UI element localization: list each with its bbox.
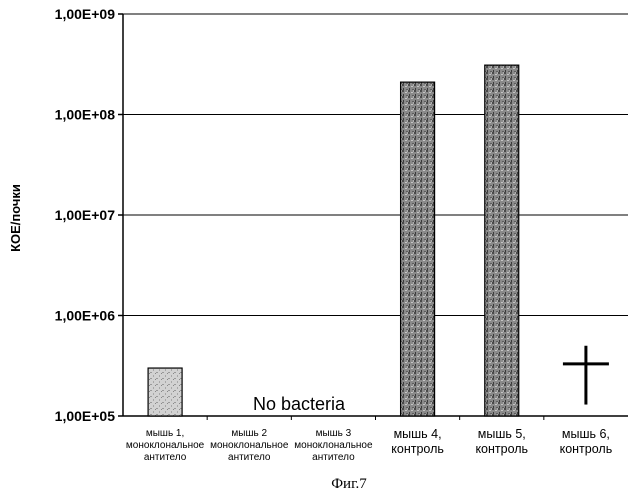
category-labels: мышь 1,моноклональноеантителомышь 2монок…: [126, 416, 612, 463]
category-label-line: мышь 1,: [146, 428, 184, 439]
category-label: мышь 2моноклональноеантитело: [210, 428, 289, 463]
chart: 1,00E+05 1,00E+06 1,00E+07 1,00E+08 1,00E+09…: [0, 0, 639, 499]
category-label: мышь 5,контроль: [475, 427, 528, 456]
category-label: мышь 4,контроль: [391, 427, 444, 456]
y-tick-label: 1,00E+09: [55, 6, 116, 22]
bar: [485, 65, 519, 416]
category-label-line: антитело: [228, 452, 271, 463]
category-label-line: мышь 5,: [478, 427, 526, 441]
category-label-line: контроль: [475, 442, 528, 456]
category-label-line: антитело: [312, 452, 355, 463]
category-label-line: моноклональное: [294, 440, 373, 451]
category-label: мышь 1,моноклональноеантитело: [126, 428, 205, 463]
category-label-line: моноклональное: [126, 440, 205, 451]
category-label-line: контроль: [560, 442, 613, 456]
category-label-line: мышь 4,: [394, 427, 442, 441]
y-tick-label: 1,00E+07: [55, 207, 116, 223]
category-label-line: моноклональное: [210, 440, 289, 451]
category-label-line: мышь 6,: [562, 427, 610, 441]
category-label-line: антитело: [144, 452, 187, 463]
figure-caption: Фиг.7: [331, 476, 367, 492]
bar: [148, 368, 182, 416]
y-tick-label: 1,00E+05: [55, 408, 116, 424]
y-tick-labels: 1,00E+05 1,00E+06 1,00E+07 1,00E+08 1,00E+09: [55, 6, 123, 424]
category-label-line: мышь 2: [231, 428, 267, 439]
no-bacteria-annotation: No bacteria: [253, 394, 346, 414]
category-label: мышь 3моноклональноеантитело: [294, 428, 373, 463]
y-tick-label: 1,00E+06: [55, 308, 116, 324]
gridlines: [123, 14, 628, 316]
bar: [401, 82, 435, 416]
y-axis-label: КОЕ/почки: [8, 184, 23, 252]
category-label: мышь 6,контроль: [560, 427, 613, 456]
category-label-line: контроль: [391, 442, 444, 456]
y-tick-label: 1,00E+08: [55, 107, 116, 123]
category-label-line: мышь 3: [316, 428, 352, 439]
markers: [563, 346, 609, 405]
bars: [148, 65, 519, 416]
